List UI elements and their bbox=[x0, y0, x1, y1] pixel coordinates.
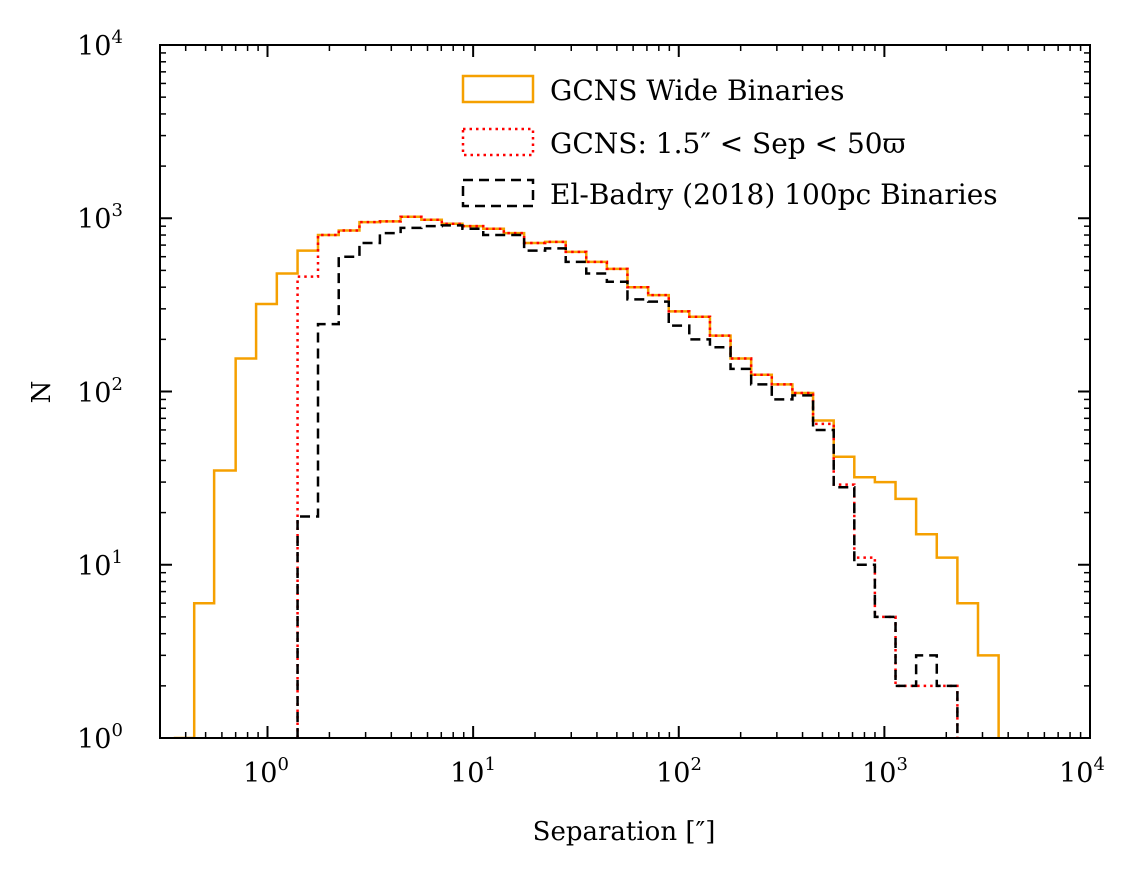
y-tick-label-1000: 103 bbox=[77, 200, 123, 235]
legend-label-gcns-wide-binaries: GCNS Wide Binaries bbox=[550, 74, 845, 107]
y-tick-label-100: 102 bbox=[77, 374, 123, 409]
y-tick-labels: 100 101 102 103 104 bbox=[77, 27, 123, 755]
legend: GCNS Wide Binaries GCNS: 1.5″ < Sep < 50… bbox=[461, 74, 998, 211]
y-axis-label: N bbox=[27, 381, 57, 404]
x-tick-label-1: 100 bbox=[243, 754, 289, 789]
series-line-3 bbox=[296, 224, 959, 738]
series-layer bbox=[173, 215, 1000, 738]
y-tick-label-10000: 104 bbox=[77, 27, 123, 62]
x-axis-label: Separation [″] bbox=[533, 817, 716, 847]
legend-label-el-badry-binaries: El-Badry (2018) 100pc Binaries bbox=[550, 178, 998, 211]
x-tick-label-10: 101 bbox=[450, 754, 496, 789]
x-tick-label-1000: 103 bbox=[862, 754, 908, 789]
legend-swatch-gcns-sep-cut bbox=[461, 127, 535, 157]
x-tick-labels: 100 101 102 103 104 bbox=[243, 754, 1105, 789]
series-line-1 bbox=[173, 215, 1000, 738]
legend-swatch-el-badry-binaries bbox=[461, 178, 535, 208]
legend-swatch-gcns-wide-binaries bbox=[461, 74, 535, 104]
legend-label-gcns-sep-cut: GCNS: 1.5″ < Sep < 50ϖ bbox=[550, 127, 906, 160]
y-tick-label-1: 100 bbox=[77, 720, 123, 755]
x-tick-label-10000: 104 bbox=[1059, 754, 1105, 789]
x-tick-label-100: 102 bbox=[656, 754, 702, 789]
tick-layer bbox=[159, 44, 1091, 739]
y-tick-label-10: 101 bbox=[77, 547, 123, 582]
